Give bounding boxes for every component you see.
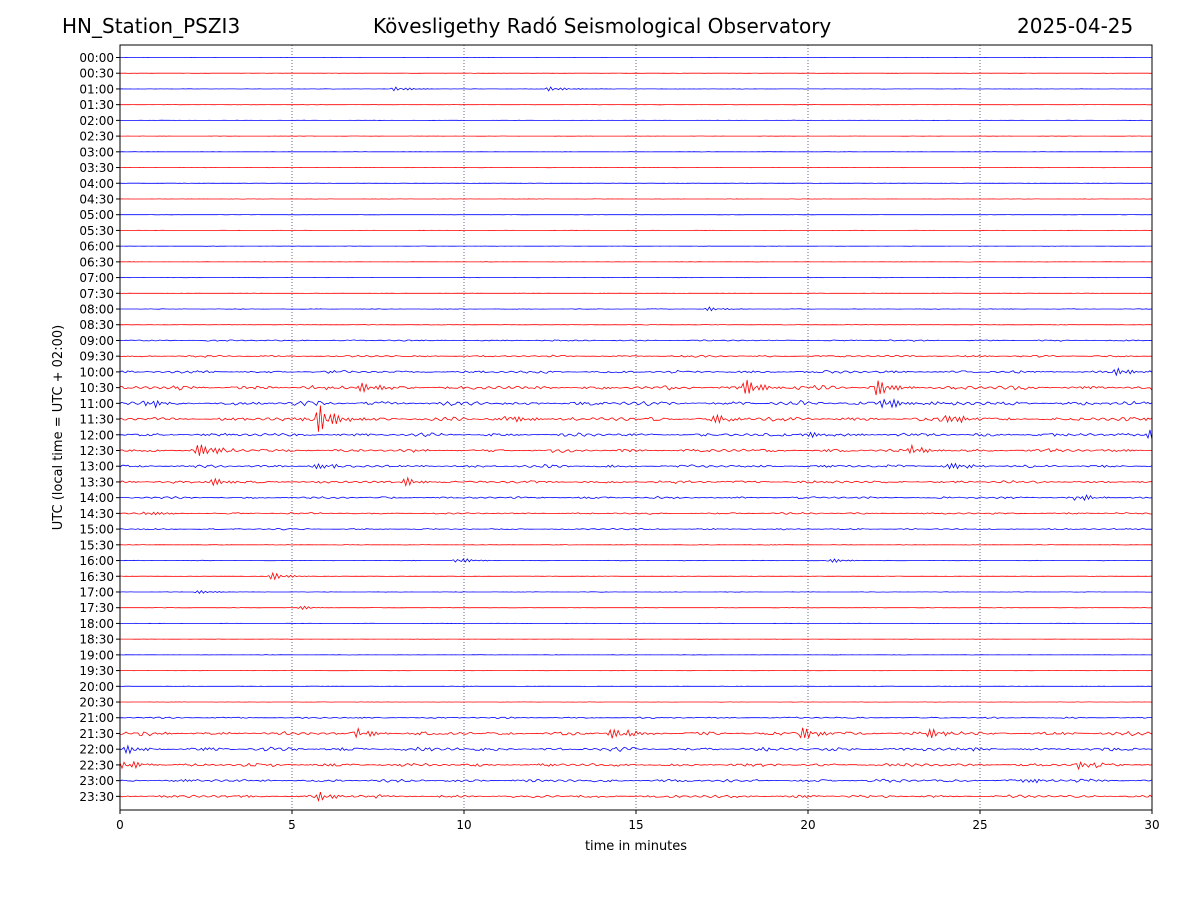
y-tick-label: 02:00	[79, 114, 114, 128]
trace-row	[120, 571, 1152, 581]
y-tick-label: 18:00	[79, 617, 114, 631]
y-tick-label: 10:00	[79, 365, 114, 379]
y-tick-label: 11:00	[79, 397, 114, 411]
y-tick-label: 07:00	[79, 271, 114, 285]
x-tick-label: 30	[1144, 818, 1159, 832]
trace-row	[119, 744, 1153, 755]
x-tick-label: 15	[628, 818, 643, 832]
x-tick-label: 10	[456, 818, 471, 832]
y-tick-label: 06:30	[79, 255, 114, 269]
trace-row	[119, 589, 1152, 594]
trace-row	[119, 716, 1152, 720]
y-tick-label: 10:30	[79, 381, 114, 395]
y-tick-label: 13:00	[79, 460, 114, 474]
trace-row	[119, 339, 1153, 342]
y-tick-label: 14:00	[79, 491, 114, 505]
trace-row	[119, 778, 1153, 784]
trace-row	[119, 558, 1153, 563]
chart-title: Kövesligethy Radó Seismological Observat…	[373, 14, 832, 38]
y-tick-label: 08:00	[79, 303, 114, 317]
trace-row	[120, 527, 1153, 531]
y-tick-label: 17:00	[79, 585, 114, 599]
y-tick-label: 20:00	[79, 680, 114, 694]
y-tick-label: 16:00	[79, 554, 114, 568]
trace-row	[119, 324, 1153, 326]
y-tick-label: 23:30	[79, 790, 114, 804]
y-tick-label: 21:00	[79, 711, 114, 725]
y-tick-label: 07:30	[79, 287, 114, 301]
y-tick-label: 09:00	[79, 334, 114, 348]
y-axis-label: UTC (local time = UTC + 02:00)	[51, 325, 66, 530]
trace-row	[119, 760, 1153, 771]
trace-row	[119, 398, 1153, 409]
trace-row	[119, 462, 1153, 470]
y-tick-label: 08:30	[79, 318, 114, 332]
y-tick-label: 05:00	[79, 208, 114, 222]
x-tick-labels: 0 5 10 15 20 25 30	[116, 810, 1160, 832]
y-tick-label: 19:00	[79, 648, 114, 662]
y-tick-label: 00:30	[79, 67, 114, 81]
x-tick-label: 25	[972, 818, 987, 832]
y-tick-label: 17:30	[79, 601, 114, 615]
y-tick-label: 11:30	[79, 413, 114, 427]
x-axis-label: time in minutes	[585, 839, 687, 854]
y-tick-label: 20:30	[79, 696, 114, 710]
y-tick-label: 03:00	[79, 145, 114, 159]
trace-row	[119, 443, 1153, 456]
y-tick-label: 01:30	[79, 98, 114, 112]
y-tick-label: 01:00	[79, 82, 114, 96]
station-name: HN_Station_PSZI3	[62, 14, 241, 38]
y-tick-label: 04:30	[79, 192, 114, 206]
y-tick-label: 12:00	[79, 428, 114, 442]
x-tick-label: 0	[116, 818, 124, 832]
gridlines	[291, 45, 981, 810]
trace-row	[120, 306, 1153, 312]
trace-row	[119, 476, 1152, 488]
y-tick-label: 12:30	[79, 444, 114, 458]
trace-row	[119, 86, 1153, 92]
y-tick-label: 02:30	[79, 130, 114, 144]
traces	[119, 56, 1153, 803]
y-tick-label: 21:30	[79, 727, 114, 741]
trace-row	[119, 354, 1153, 358]
trace-row	[119, 791, 1153, 803]
trace-row	[119, 379, 1153, 396]
y-tick-label: 13:30	[79, 475, 114, 489]
y-tick-label: 23:00	[79, 774, 114, 788]
chart-date: 2025-04-25	[1017, 14, 1134, 38]
y-tick-label: 05:30	[79, 224, 114, 238]
trace-row	[119, 367, 1153, 377]
y-tick-label: 22:00	[79, 743, 114, 757]
y-tick-label: 09:30	[79, 350, 114, 364]
y-tick-label: 15:00	[79, 523, 114, 537]
trace-row	[120, 494, 1153, 502]
y-tick-label: 15:30	[79, 538, 114, 552]
trace-row	[119, 544, 1152, 546]
y-tick-label: 06:00	[79, 240, 114, 254]
trace-row	[119, 511, 1152, 516]
y-tick-label: 14:30	[79, 507, 114, 521]
y-tick-label: 22:30	[79, 758, 114, 772]
y-tick-label: 03:30	[79, 161, 114, 175]
y-tick-label: 00:00	[79, 51, 114, 65]
x-tick-label: 5	[288, 818, 296, 832]
trace-row	[119, 405, 1153, 432]
trace-row	[119, 605, 1153, 610]
trace-row	[119, 429, 1153, 440]
trace-row	[119, 726, 1153, 739]
y-tick-label: 18:30	[79, 633, 114, 647]
y-tick-label: 16:30	[79, 570, 114, 584]
y-tick-label: 19:30	[79, 664, 114, 678]
x-tick-label: 20	[800, 818, 815, 832]
y-tick-label: 04:00	[79, 177, 114, 191]
